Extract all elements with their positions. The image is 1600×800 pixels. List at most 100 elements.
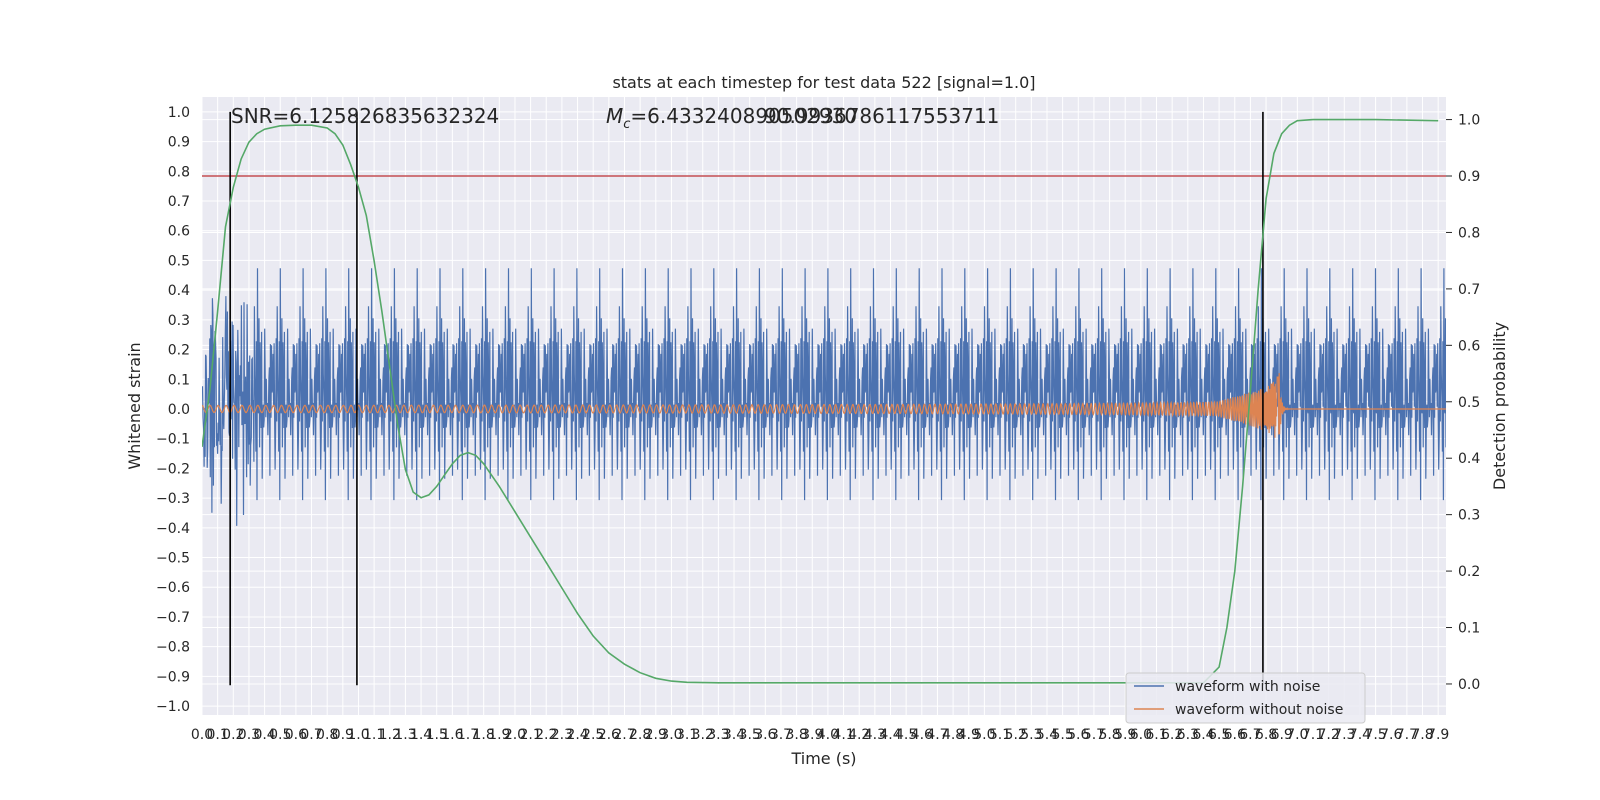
y-tick-label: 0.9 [168,135,190,151]
y-tick-label: 0.5 [168,253,190,269]
x-tick-label: 6.2 [1161,727,1183,743]
x-tick-label: 3.2 [692,727,714,743]
x-tick-label: 0.1 [207,727,229,743]
y2-axis-label: Detection probability [1490,322,1509,490]
x-tick-label: 1.7 [457,727,479,743]
y-tick-label: 0.2 [168,343,190,359]
x-tick-label: 3.0 [660,727,682,743]
x-tick-label: 1.4 [410,727,432,743]
x-tick-label: 5.9 [1114,727,1136,743]
x-tick-label: 6.7 [1239,727,1261,743]
x-tick-label: 1.2 [379,727,401,743]
y-tick-label: −0.4 [156,521,190,537]
x-tick-label: 4.2 [848,727,870,743]
y2-tick-label: 0.3 [1458,508,1480,524]
x-tick-label: 7.5 [1364,727,1386,743]
x-tick-label: 7.2 [1318,727,1340,743]
y-tick-label: −1.0 [156,699,190,715]
y-tick-label: 0.4 [168,283,190,299]
x-tick-label: 3.6 [754,727,776,743]
y2-tick-label: 0.7 [1458,282,1480,298]
y2-tick-label: 0.8 [1458,225,1480,241]
x-tick-label: 5.7 [1083,727,1105,743]
x-tick-label: 3.5 [739,727,761,743]
x-tick-label: 4.9 [958,727,980,743]
snr-annotation: SNR=6.125826835632324 [231,104,499,128]
chart-title: stats at each timestep for test data 522… [612,73,1035,92]
x-tick-label: 7.0 [1286,727,1308,743]
x-tick-label: 0.9 [332,727,354,743]
x-tick-label: 1.0 [347,727,369,743]
x-tick-label: 2.4 [566,727,588,743]
x-tick-label: 6.1 [1145,727,1167,743]
y-tick-label: −0.7 [156,610,190,626]
x-tick-label: 0.3 [238,727,260,743]
x-tick-label: 4.1 [832,727,854,743]
y2-tick-label: 0.1 [1458,621,1480,637]
x-tick-label: 0.0 [191,727,213,743]
x-tick-label: 4.4 [879,727,901,743]
series-waveform-with-noise [202,268,1446,526]
x-tick-label: 6.5 [1208,727,1230,743]
x-tick-label: 4.6 [911,727,933,743]
x-tick-label: 7.1 [1302,727,1324,743]
x-tick-label: 7.6 [1380,727,1402,743]
x-tick-label: 1.3 [394,727,416,743]
x-tick-label: 5.3 [1020,727,1042,743]
x-tick-label: 5.6 [1067,727,1089,743]
x-tick-label: 4.3 [864,727,886,743]
y2-axis-ticks: 0.0 0.1 0.2 0.3 0.4 0.5 0.6 0.7 0.8 0.9 1.0 [1446,113,1480,693]
y2-tick-label: 0.2 [1458,564,1480,580]
x-tick-label: 0.2 [222,727,244,743]
x-tick-label: 4.0 [817,727,839,743]
chirp-mass-symbol: M [606,104,623,128]
y2-tick-label: 0.4 [1458,451,1480,467]
chirp-mass-subscript: c [623,117,630,132]
x-tick-label: 7.4 [1349,727,1371,743]
x-tick-label: 4.5 [895,727,917,743]
y-tick-label: −0.9 [156,669,190,685]
x-tick-label: 3.1 [676,727,698,743]
x-tick-label: 5.5 [1051,727,1073,743]
y-tick-label: 0.1 [168,372,190,388]
x-tick-label: 2.1 [519,727,541,743]
legend-label-clean: waveform without noise [1175,702,1343,718]
y-axis-ticks: −1.0 −0.9 −0.8 −0.7 −0.6 −0.5 −0.4 −0.3 −0.2 −0.1… [156,105,190,715]
x-tick-label: 2.0 [504,727,526,743]
x-tick-label: 7.3 [1333,727,1355,743]
y-tick-label: 1.0 [168,105,190,121]
x-tick-label: 2.8 [629,727,651,743]
x-tick-label: 1.1 [363,727,385,743]
y-tick-label: −0.5 [156,551,190,567]
x-tick-label: 5.4 [1036,727,1058,743]
x-tick-label: 2.9 [645,727,667,743]
x-axis-label: Time (s) [790,749,856,768]
legend-box [1125,672,1366,724]
y-tick-label: −0.1 [156,432,190,448]
x-tick-label: 4.8 [942,727,964,743]
overlap-annotation: 90.9936786117553711 [764,104,999,128]
series-waveform-without-noise [202,373,1446,438]
x-tick-label: 5.8 [1098,727,1120,743]
y-tick-label: 0.0 [168,402,190,418]
series-detection-probability [202,118,1439,684]
x-tick-label: 1.9 [488,727,510,743]
y-tick-label: 0.7 [168,194,190,210]
x-tick-label: 6.0 [1130,727,1152,743]
y2-tick-label: 0.5 [1458,395,1480,411]
y-tick-label: −0.2 [156,461,190,477]
x-tick-label: 7.7 [1396,727,1418,743]
y-tick-label: −0.8 [156,640,190,656]
x-tick-label: 1.6 [441,727,463,743]
x-tick-label: 3.9 [801,727,823,743]
x-tick-label: 0.6 [285,727,307,743]
chirp-mass-annotation: Mc=6.433240890502930 [606,104,857,132]
x-tick-label: 2.5 [582,727,604,743]
x-tick-label: 0.5 [269,727,291,743]
x-tick-label: 6.9 [1271,727,1293,743]
x-tick-label: 3.4 [723,727,745,743]
y-tick-label: −0.6 [156,580,190,596]
y-tick-label: 0.6 [168,224,190,240]
